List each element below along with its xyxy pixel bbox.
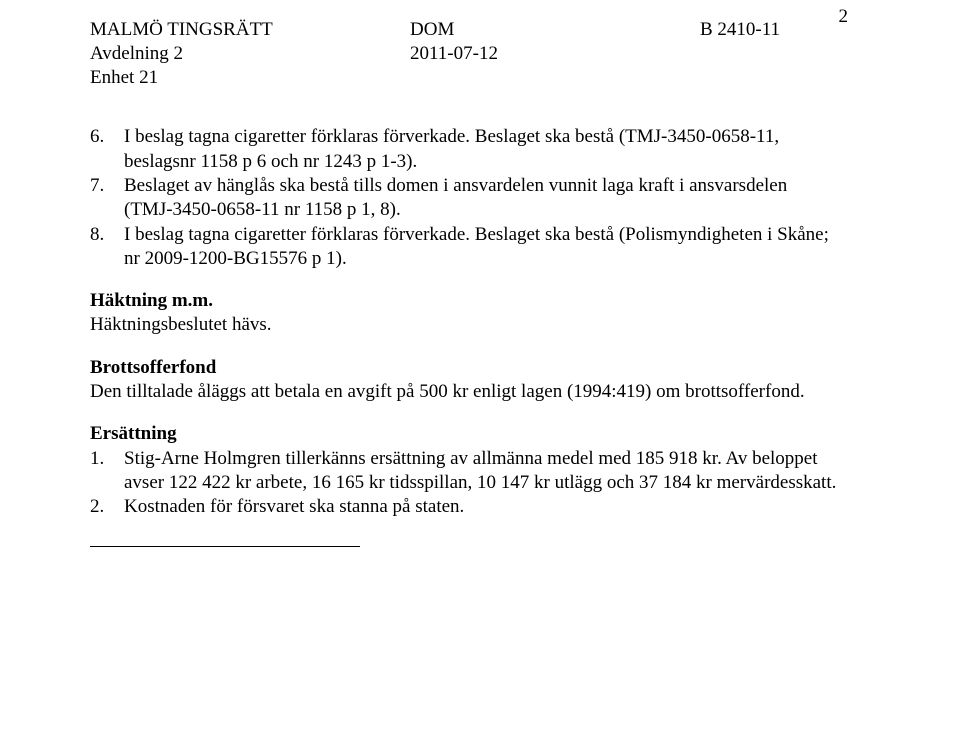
unit: Enhet 21 bbox=[90, 66, 410, 90]
section-body: Häktningsbeslutet hävs. bbox=[90, 313, 840, 337]
page-number: 2 bbox=[839, 6, 849, 28]
item-text: I beslag tagna cigaretter förklaras förv… bbox=[124, 125, 840, 174]
ersattning-list: 1. Stig-Arne Holmgren tillerkänns ersätt… bbox=[90, 447, 840, 520]
court-name: MALMÖ TINGSRÄTT bbox=[90, 18, 410, 42]
item-text: Kostnaden för försvaret ska stanna på st… bbox=[124, 495, 840, 519]
ersattning-section: Ersättning 1. Stig-Arne Holmgren tillerk… bbox=[90, 422, 840, 519]
list-item: 8. I beslag tagna cigaretter förklaras f… bbox=[90, 223, 840, 272]
section-heading: Brottsofferfond bbox=[90, 356, 840, 380]
case-number: B 2410-11 bbox=[700, 18, 840, 42]
item-text: Stig-Arne Holmgren tillerkänns ersättnin… bbox=[124, 447, 840, 496]
item-text: I beslag tagna cigaretter förklaras förv… bbox=[124, 223, 840, 272]
division: Avdelning 2 bbox=[90, 42, 410, 66]
document-page: 2 MALMÖ TINGSRÄTT Avdelning 2 Enhet 21 D… bbox=[0, 0, 960, 730]
haktning-section: Häktning m.m. Häktningsbeslutet hävs. bbox=[90, 289, 840, 338]
top-list: 6. I beslag tagna cigaretter förklaras f… bbox=[90, 125, 840, 271]
item-number: 1. bbox=[90, 447, 124, 496]
list-item: 7. Beslaget av hänglås ska bestå tills d… bbox=[90, 174, 840, 223]
section-heading: Häktning m.m. bbox=[90, 289, 840, 313]
header-left: MALMÖ TINGSRÄTT Avdelning 2 Enhet 21 bbox=[90, 18, 410, 89]
document-header: MALMÖ TINGSRÄTT Avdelning 2 Enhet 21 DOM… bbox=[90, 18, 840, 89]
section-body: Den tilltalade åläggs att betala en avgi… bbox=[90, 380, 840, 404]
doc-type: DOM bbox=[410, 18, 660, 42]
horizontal-rule bbox=[90, 546, 360, 547]
header-middle: DOM 2011-07-12 bbox=[410, 18, 660, 89]
list-item: 2. Kostnaden för försvaret ska stanna på… bbox=[90, 495, 840, 519]
item-number: 8. bbox=[90, 223, 124, 272]
list-item: 6. I beslag tagna cigaretter förklaras f… bbox=[90, 125, 840, 174]
header-right: B 2410-11 bbox=[660, 18, 840, 89]
section-heading: Ersättning bbox=[90, 422, 840, 446]
document-body: 6. I beslag tagna cigaretter förklaras f… bbox=[90, 125, 840, 546]
list-item: 1. Stig-Arne Holmgren tillerkänns ersätt… bbox=[90, 447, 840, 496]
item-number: 7. bbox=[90, 174, 124, 223]
item-number: 2. bbox=[90, 495, 124, 519]
item-text: Beslaget av hänglås ska bestå tills dome… bbox=[124, 174, 840, 223]
brottsofferfond-section: Brottsofferfond Den tilltalade åläggs at… bbox=[90, 356, 840, 405]
doc-date: 2011-07-12 bbox=[410, 42, 660, 66]
item-number: 6. bbox=[90, 125, 124, 174]
